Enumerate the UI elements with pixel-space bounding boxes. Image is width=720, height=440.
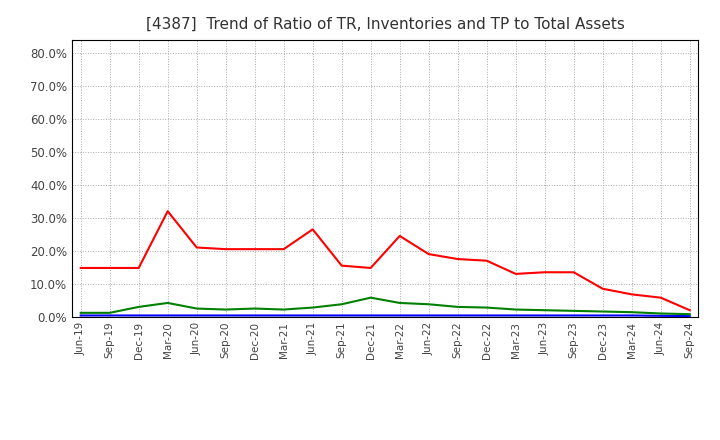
Inventories bbox=[105, 313, 114, 318]
Inventories bbox=[424, 313, 433, 318]
Inventories bbox=[163, 313, 172, 318]
Inventories bbox=[221, 313, 230, 318]
Inventories bbox=[338, 313, 346, 318]
Inventories bbox=[627, 313, 636, 318]
Trade Payables bbox=[685, 312, 694, 317]
Trade Payables bbox=[105, 310, 114, 315]
Trade Payables bbox=[541, 308, 549, 313]
Trade Payables bbox=[192, 306, 201, 311]
Trade Payables bbox=[366, 295, 375, 300]
Trade Receivables bbox=[192, 245, 201, 250]
Trade Receivables bbox=[598, 286, 607, 291]
Line: Inventories: Inventories bbox=[81, 315, 690, 316]
Inventories bbox=[308, 313, 317, 318]
Trade Receivables bbox=[570, 270, 578, 275]
Trade Payables bbox=[163, 300, 172, 305]
Trade Payables bbox=[279, 307, 288, 312]
Inventories bbox=[570, 313, 578, 318]
Trade Payables bbox=[627, 309, 636, 315]
Trade Receivables bbox=[424, 251, 433, 257]
Inventories bbox=[598, 313, 607, 318]
Trade Receivables bbox=[76, 265, 85, 271]
Trade Payables bbox=[308, 305, 317, 310]
Trade Receivables bbox=[338, 263, 346, 268]
Trade Payables bbox=[511, 307, 520, 312]
Trade Receivables bbox=[685, 308, 694, 313]
Trade Receivables bbox=[454, 257, 462, 262]
Trade Receivables bbox=[308, 227, 317, 232]
Trade Receivables bbox=[163, 209, 172, 214]
Title: [4387]  Trend of Ratio of TR, Inventories and TP to Total Assets: [4387] Trend of Ratio of TR, Inventories… bbox=[145, 16, 625, 32]
Trade Receivables bbox=[251, 246, 259, 252]
Trade Payables bbox=[424, 302, 433, 307]
Inventories bbox=[192, 313, 201, 318]
Trade Receivables bbox=[395, 233, 404, 238]
Trade Receivables bbox=[135, 265, 143, 271]
Inventories bbox=[511, 313, 520, 318]
Trade Receivables bbox=[627, 292, 636, 297]
Trade Payables bbox=[570, 308, 578, 313]
Inventories bbox=[366, 313, 375, 318]
Inventories bbox=[135, 313, 143, 318]
Trade Payables bbox=[454, 304, 462, 310]
Trade Payables bbox=[598, 309, 607, 314]
Inventories bbox=[685, 313, 694, 319]
Inventories bbox=[657, 313, 665, 319]
Trade Receivables bbox=[657, 295, 665, 300]
Trade Receivables bbox=[105, 265, 114, 271]
Trade Receivables bbox=[541, 270, 549, 275]
Inventories bbox=[395, 313, 404, 318]
Trade Receivables bbox=[511, 271, 520, 276]
Inventories bbox=[482, 313, 491, 318]
Inventories bbox=[541, 313, 549, 318]
Trade Receivables bbox=[482, 258, 491, 263]
Trade Payables bbox=[135, 304, 143, 310]
Line: Trade Payables: Trade Payables bbox=[81, 297, 690, 314]
Trade Payables bbox=[395, 300, 404, 305]
Trade Payables bbox=[482, 305, 491, 310]
Inventories bbox=[454, 313, 462, 318]
Trade Payables bbox=[657, 311, 665, 316]
Trade Payables bbox=[76, 310, 85, 315]
Trade Receivables bbox=[366, 265, 375, 271]
Trade Payables bbox=[221, 307, 230, 312]
Line: Trade Receivables: Trade Receivables bbox=[81, 211, 690, 310]
Inventories bbox=[251, 313, 259, 318]
Trade Payables bbox=[251, 306, 259, 311]
Trade Receivables bbox=[279, 246, 288, 252]
Trade Payables bbox=[338, 302, 346, 307]
Inventories bbox=[279, 313, 288, 318]
Trade Receivables bbox=[221, 246, 230, 252]
Inventories bbox=[76, 313, 85, 318]
